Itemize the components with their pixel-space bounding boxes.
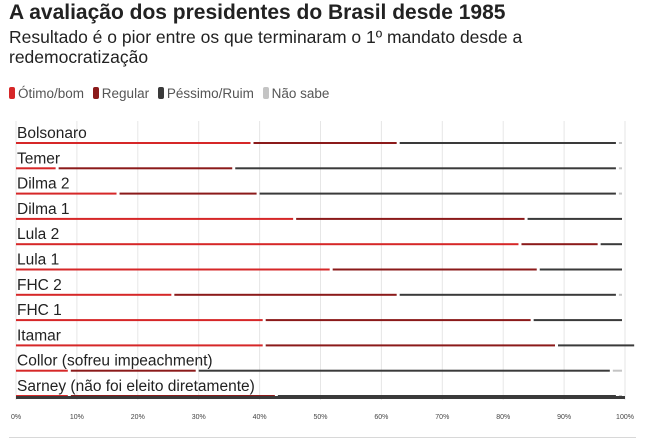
legend-swatch-nao-sabe bbox=[262, 87, 269, 99]
legend-swatch-otimo-bom bbox=[9, 87, 15, 99]
category-label: Lula 1 bbox=[17, 252, 59, 269]
bar-segment bbox=[16, 192, 117, 195]
category-label: Sarney (não foi eleito diretamente) bbox=[17, 378, 255, 395]
category-label: FHC 2 bbox=[17, 277, 62, 294]
legend-item-regular: Regular bbox=[92, 86, 150, 101]
bar-segment bbox=[521, 243, 598, 246]
bar-segment bbox=[527, 217, 622, 220]
x-tick-label: 0% bbox=[11, 414, 21, 421]
bar-segment bbox=[265, 344, 556, 347]
bar-segment bbox=[539, 268, 622, 271]
bar-segment bbox=[16, 167, 56, 170]
legend-item-pessimo-ruim: Péssimo/Ruim bbox=[157, 86, 254, 101]
legend-label-pessimo-ruim: Péssimo/Ruim bbox=[166, 86, 254, 101]
x-tick-label: 60% bbox=[374, 414, 388, 421]
legend-swatch-regular bbox=[92, 87, 99, 99]
bar-segment bbox=[16, 268, 330, 271]
legend-label-nao-sabe: Não sabe bbox=[271, 86, 330, 101]
legend-label-regular: Regular bbox=[101, 86, 150, 101]
category-label: Temer bbox=[17, 150, 60, 167]
category-label: Dilma 1 bbox=[17, 201, 70, 218]
chart-title: A avaliação dos presidentes do Brasil de… bbox=[9, 1, 506, 24]
bar-segment bbox=[16, 344, 263, 347]
bar-segment bbox=[600, 243, 622, 246]
category-label: Lula 2 bbox=[17, 226, 59, 243]
bar-segment bbox=[58, 167, 233, 170]
bar-segment bbox=[618, 167, 622, 170]
bar-segment bbox=[399, 142, 616, 144]
category-label: FHC 1 bbox=[17, 302, 62, 319]
x-tick-label: 70% bbox=[435, 414, 449, 421]
x-tick-label: 40% bbox=[253, 414, 267, 421]
bar-segment bbox=[16, 243, 519, 246]
x-tick-label: 50% bbox=[313, 414, 327, 421]
bar-segment bbox=[399, 293, 616, 296]
category-label: Itamar bbox=[17, 327, 61, 344]
bar-segment bbox=[198, 369, 610, 372]
bar-segment bbox=[296, 217, 525, 220]
legend-item-otimo-bom: Ótimo/bom bbox=[9, 86, 84, 101]
category-label: Collor (sofreu impeachment) bbox=[17, 353, 213, 370]
legend-label-otimo-bom: Ótimo/bom bbox=[18, 86, 85, 101]
bar-segment bbox=[618, 192, 622, 195]
bar-segment bbox=[235, 167, 616, 170]
bar-segment bbox=[558, 344, 635, 347]
bar-segment bbox=[16, 293, 172, 296]
bar-segment bbox=[253, 142, 397, 144]
x-tick-label: 100% bbox=[616, 414, 634, 421]
bar-segment bbox=[70, 369, 196, 372]
bar-segment bbox=[16, 142, 251, 144]
bar-segment bbox=[618, 142, 622, 144]
category-label: Bolsonaro bbox=[17, 125, 87, 142]
x-tick-label: 30% bbox=[192, 414, 206, 421]
legend: Ótimo/bom Regular Péssimo/Ruim Não sabe bbox=[9, 86, 334, 101]
bar-segment bbox=[174, 293, 397, 296]
bar-segment bbox=[259, 192, 616, 195]
bar-segment bbox=[119, 192, 257, 195]
bar-segment bbox=[618, 293, 622, 296]
x-tick-label: 20% bbox=[131, 414, 145, 421]
category-label: Dilma 2 bbox=[17, 176, 70, 193]
x-axis-baseline bbox=[16, 396, 625, 399]
bar-segment bbox=[612, 369, 622, 372]
chart-subtitle: Resultado é o pior entre os que terminar… bbox=[9, 27, 523, 67]
footer-divider bbox=[9, 437, 636, 438]
bar-segment bbox=[533, 319, 622, 322]
bar-segment bbox=[16, 319, 263, 322]
bar-segment bbox=[332, 268, 537, 271]
bar-segment bbox=[16, 217, 294, 220]
legend-item-nao-sabe: Não sabe bbox=[262, 86, 330, 101]
legend-swatch-pessimo-ruim bbox=[157, 87, 164, 99]
x-tick-label: 90% bbox=[557, 414, 571, 421]
bar-segment bbox=[16, 369, 68, 372]
x-tick-label: 80% bbox=[496, 414, 510, 421]
bar-segment bbox=[265, 319, 531, 322]
x-tick-label: 10% bbox=[70, 414, 84, 421]
